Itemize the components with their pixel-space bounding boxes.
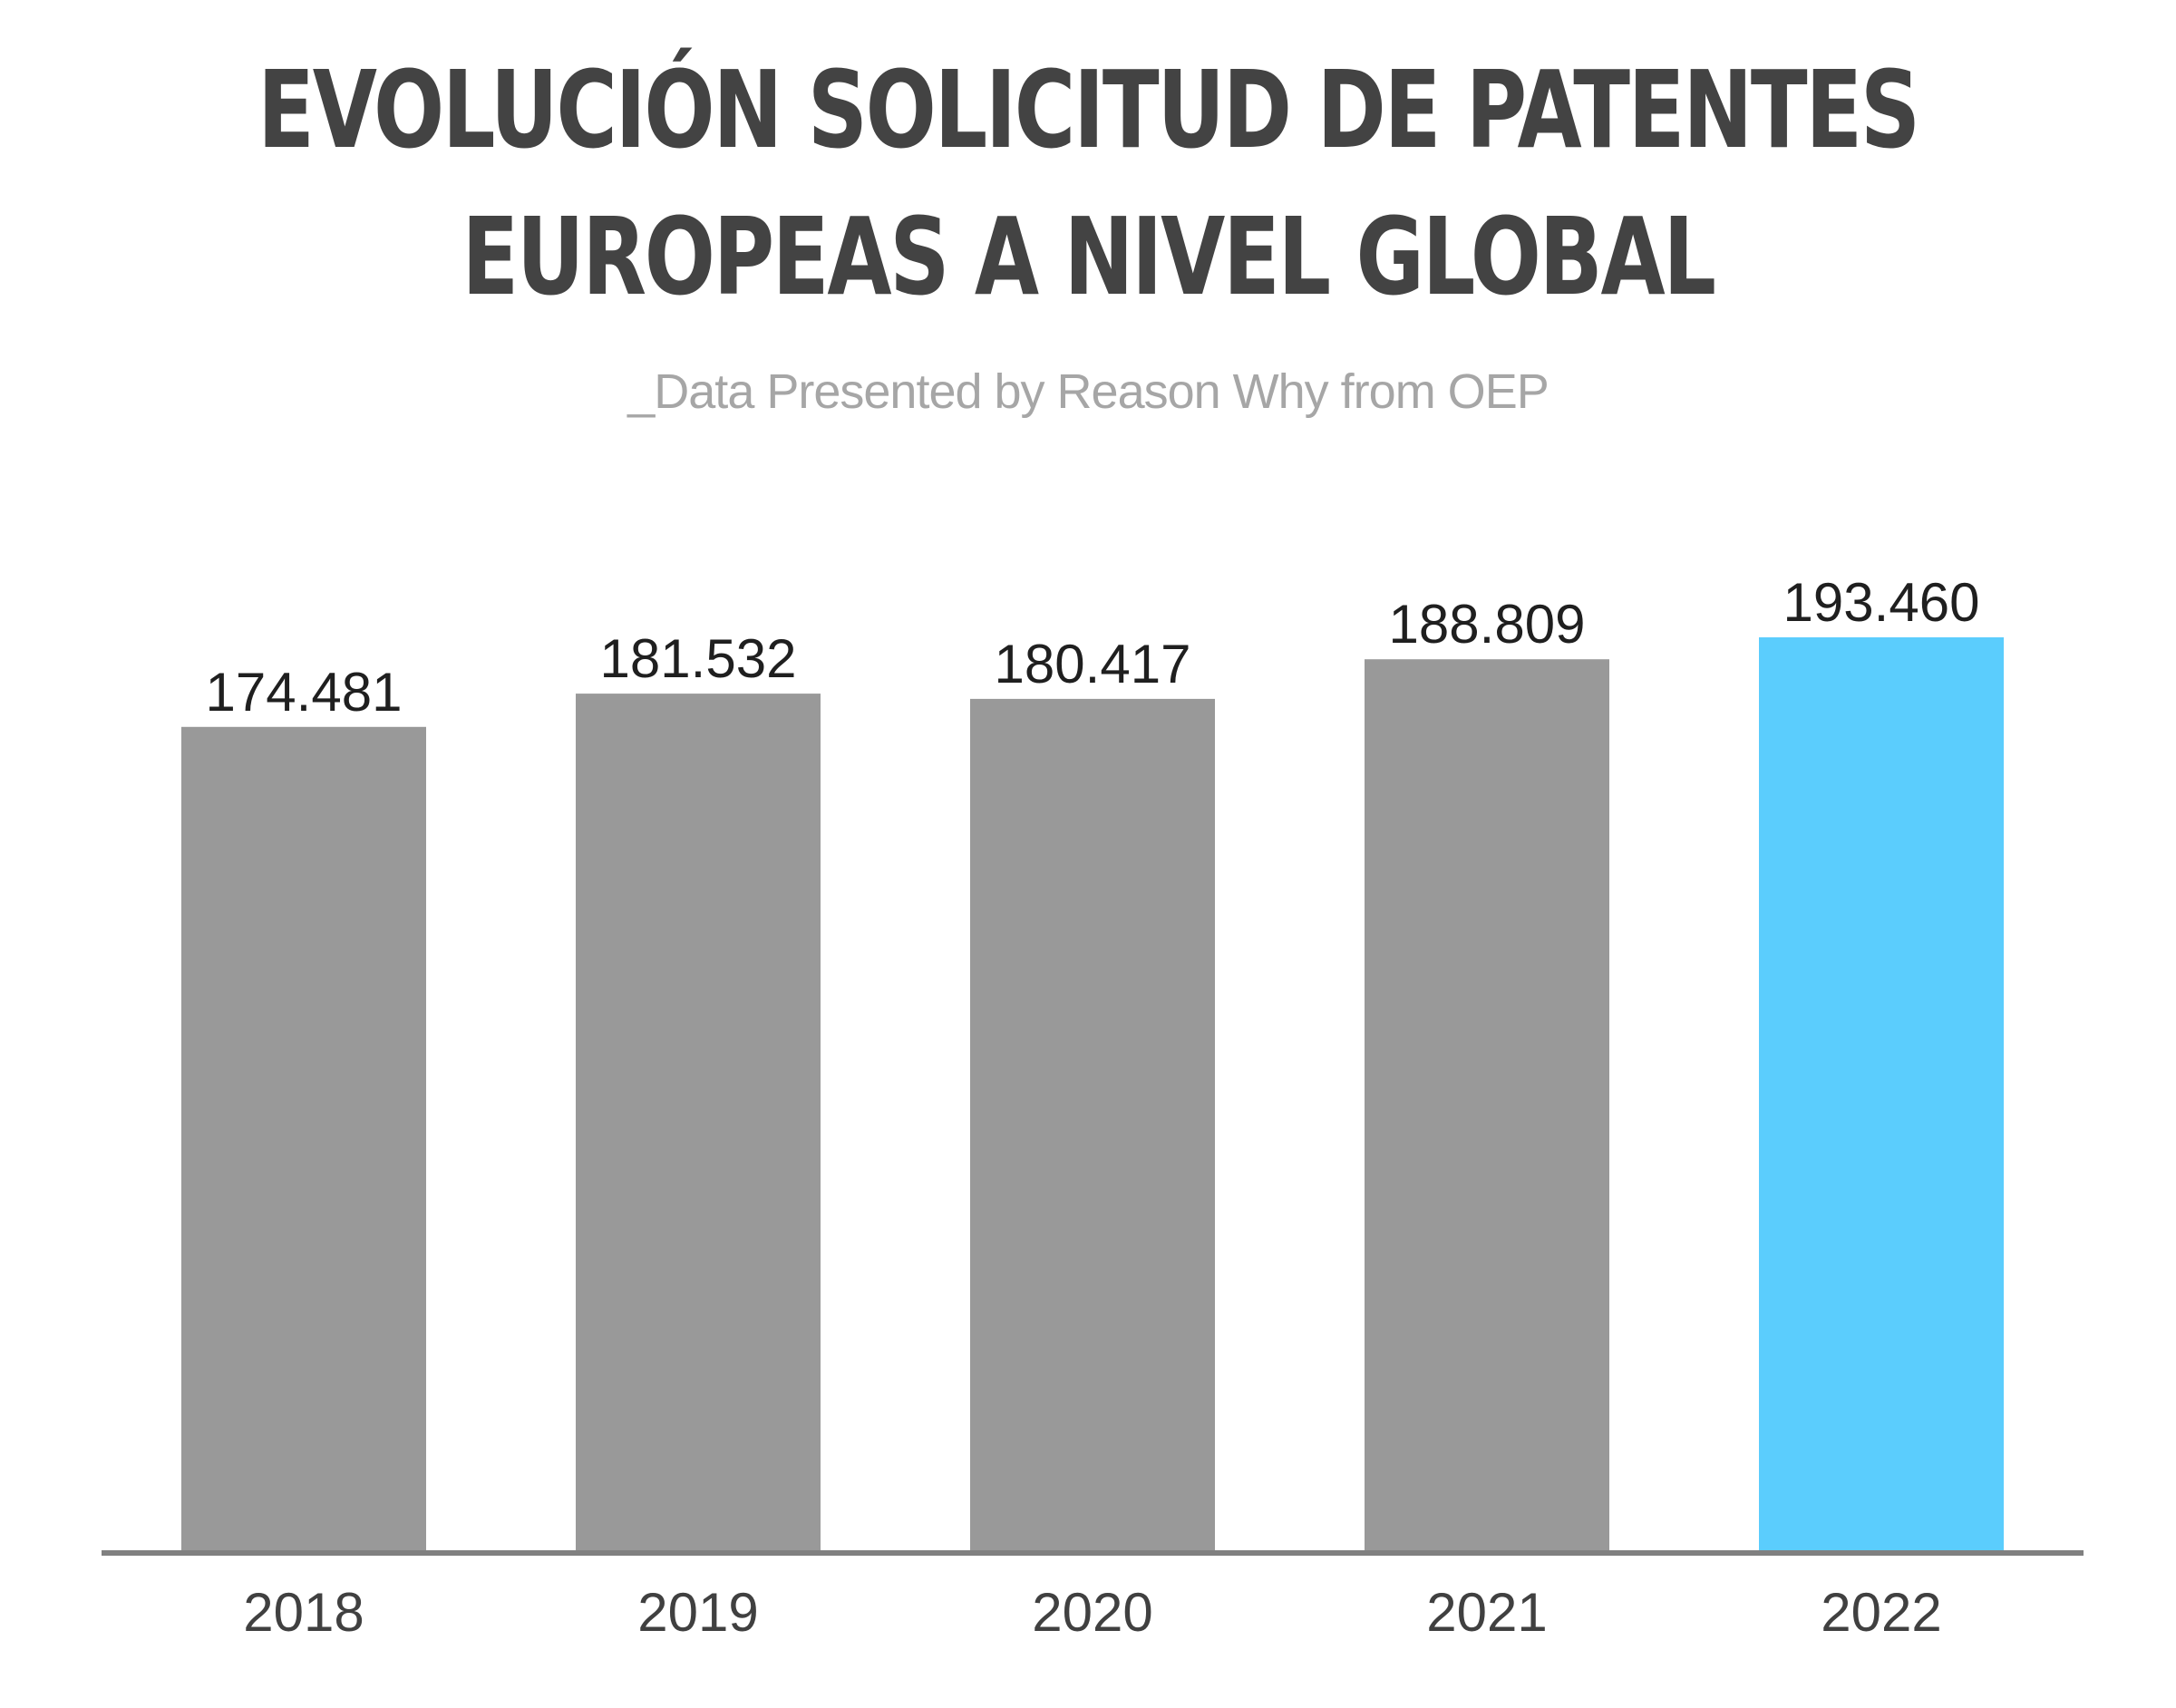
bar-2021 — [1365, 659, 1609, 1550]
x-tick-label-2020: 2020 — [1032, 1582, 1152, 1643]
x-tick-label-2019: 2019 — [637, 1582, 758, 1643]
data-label-2018: 174.481 — [206, 662, 403, 723]
data-label-2022: 193.460 — [1783, 572, 1980, 633]
data-label-2021: 188.809 — [1389, 594, 1586, 655]
bar-2019 — [576, 694, 821, 1550]
bar-2018 — [181, 726, 426, 1550]
chart-title-line-1: EVOLUCIÓN SOLICITUD DE PATENTES — [257, 47, 1920, 172]
data-label-2020: 180.417 — [995, 634, 1191, 694]
x-tick-label-2021: 2021 — [1426, 1582, 1547, 1643]
bar-2020 — [970, 698, 1215, 1550]
bar-2022 — [1759, 637, 2004, 1550]
chart-title-line-2: EUROPEAS A NIVEL GLOBAL — [461, 194, 1716, 319]
chart-title: EVOLUCIÓN SOLICITUD DE PATENTES EUROPEAS… — [239, 36, 1937, 330]
chart-subtitle: _Data Presented by Reason Why from OEP — [627, 364, 1549, 419]
x-tick-label-2018: 2018 — [243, 1582, 364, 1643]
x-tick-label-2022: 2022 — [1821, 1582, 1941, 1643]
data-label-2019: 181.532 — [600, 628, 797, 689]
